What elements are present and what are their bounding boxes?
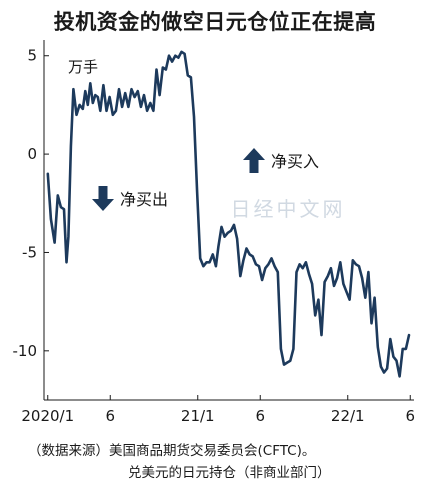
x-tick-label: 6 [105,407,115,425]
x-tick-label: 6 [255,407,265,425]
down-arrow-icon [92,186,114,211]
axes [43,40,414,401]
source-note: （数据来源）美国商品期货交易委员会(CFTC)。 兑美元的日元持仓（非商业部门） [28,440,423,484]
series-line [46,50,411,378]
up-arrow-icon [243,148,265,173]
y-tick-label: -10 [13,342,38,360]
net-buy-label: 净买入 [271,152,319,171]
source-line-1: （数据来源）美国商品期货交易委员会(CFTC)。 [28,443,316,459]
x-tick-label: 6 [405,407,415,425]
net-sell-label: 净买出 [120,190,168,209]
x-tick-label: 21/1 [181,407,215,425]
x-tick-label: 22/1 [331,407,365,425]
series [46,50,411,378]
y-tick-label: 0 [27,145,37,163]
y-tick-label: 5 [27,47,37,65]
chart-title: 投机资金的做空日元仓位正在提高 [53,10,377,34]
source-line-2: 兑美元的日元持仓（非商业部门） [128,465,331,481]
y-unit-label: 万手 [68,58,98,76]
y-tick-label: -5 [22,243,37,261]
x-tick-label: 2020/1 [21,407,74,425]
watermark: 日经中文网 [231,197,346,221]
ticks: 5 0 -5 -10 2020/1 6 21/1 6 22/1 6 万手 [13,47,416,425]
